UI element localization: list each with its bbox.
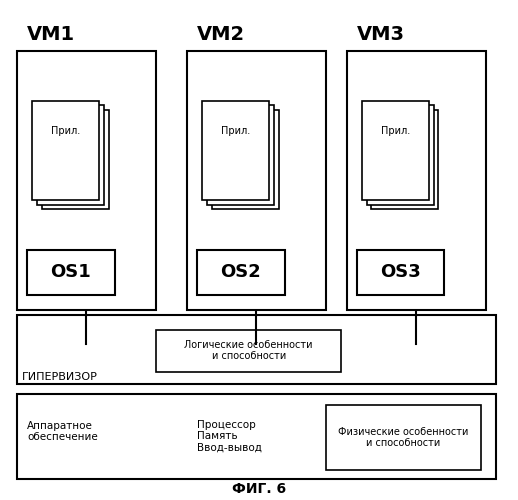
Bar	[347, 51, 486, 310]
Bar	[371, 110, 438, 209]
Bar	[187, 51, 326, 310]
Text: OS2: OS2	[221, 264, 262, 281]
Text: ФИГ. 6: ФИГ. 6	[232, 482, 286, 496]
Text: Процессор
Память
Ввод-вывод: Процессор Память Ввод-вывод	[197, 420, 262, 453]
Bar	[197, 250, 285, 294]
Bar	[17, 314, 496, 384]
Text: VM2: VM2	[197, 24, 246, 44]
Text: Аппаратное
обеспечение: Аппаратное обеспечение	[27, 420, 98, 442]
Text: Логические особенности
и способности: Логические особенности и способности	[184, 340, 313, 361]
Bar	[326, 405, 481, 470]
Bar	[207, 106, 274, 205]
Text: Прил.: Прил.	[381, 126, 410, 136]
Text: Прил.: Прил.	[51, 126, 80, 136]
Text: VM1: VM1	[27, 24, 75, 44]
Text: VM3: VM3	[357, 24, 405, 44]
Bar	[27, 250, 115, 294]
Text: Прил.: Прил.	[221, 126, 250, 136]
Bar	[156, 330, 341, 372]
Text: OS3: OS3	[380, 264, 421, 281]
Bar	[362, 101, 429, 200]
Bar	[32, 101, 99, 200]
Text: OS1: OS1	[51, 264, 91, 281]
Bar	[211, 110, 279, 209]
Text: Физические особенности
и способности: Физические особенности и способности	[338, 426, 468, 448]
Bar	[357, 250, 444, 294]
Bar	[41, 110, 109, 209]
Bar	[367, 106, 434, 205]
Bar	[17, 51, 156, 310]
Bar	[17, 394, 496, 478]
Bar	[203, 101, 269, 200]
Text: ГИПЕРВИЗОР: ГИПЕРВИЗОР	[22, 372, 98, 382]
Bar	[37, 106, 104, 205]
